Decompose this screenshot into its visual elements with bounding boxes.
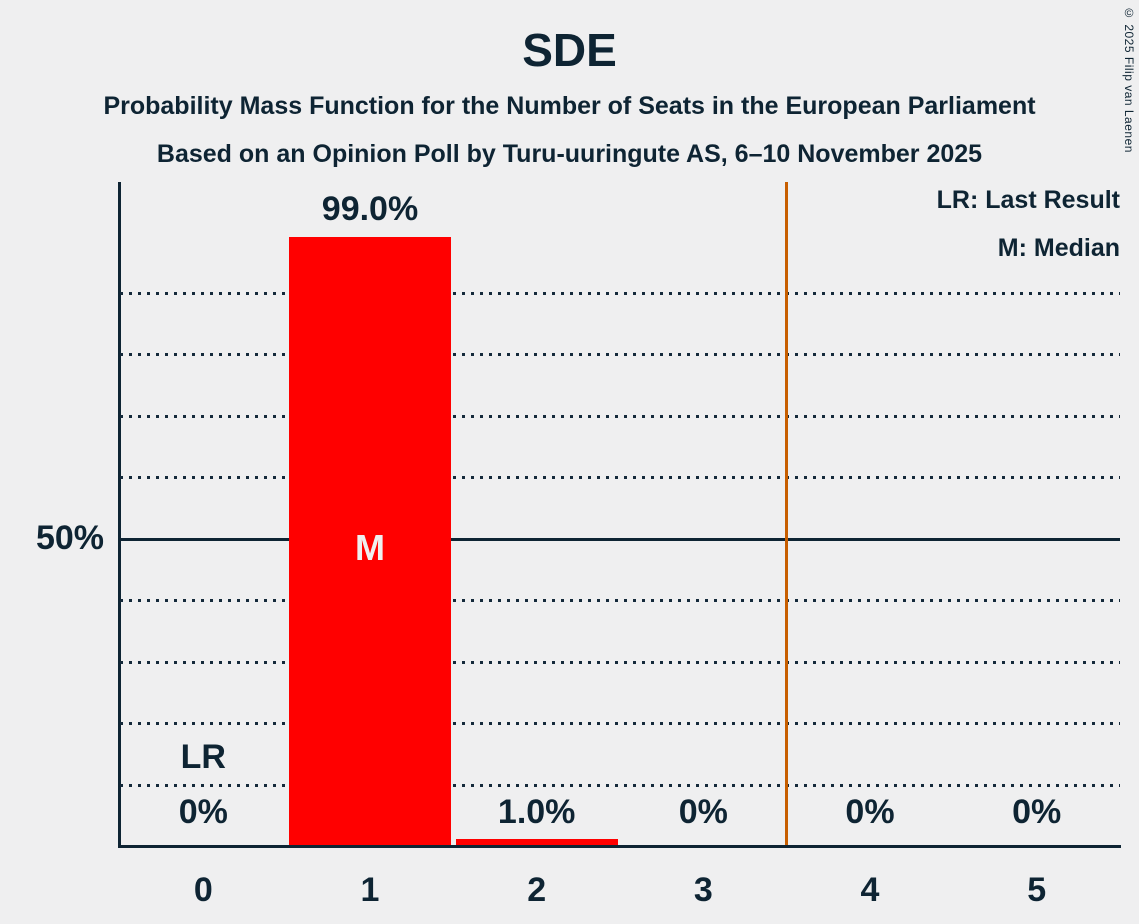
- y-axis-tick-label: 50%: [35, 519, 104, 557]
- x-axis-line: [118, 845, 1121, 848]
- y-axis-line: [118, 182, 121, 848]
- gridline-dotted-40pct: [120, 599, 1120, 603]
- bar-value-label: 0%: [678, 793, 728, 831]
- x-tick-label-5: 5: [1027, 871, 1047, 909]
- gridline-dotted-70pct: [120, 414, 1120, 418]
- x-tick-label-4: 4: [860, 871, 880, 909]
- gridline-dotted-90pct: [120, 291, 1120, 295]
- chart-subtitle-line2: Based on an Opinion Poll by Turu-uuringu…: [156, 140, 983, 168]
- bar-seats-1: [289, 236, 451, 845]
- gridline-solid-50pct: [120, 537, 1120, 541]
- chart-title: SDE: [522, 24, 617, 76]
- legend-median: M: Median: [997, 234, 1120, 262]
- bar-value-label: 0%: [1012, 793, 1062, 831]
- x-tick-label-2: 2: [527, 871, 547, 909]
- bar-value-label: 1.0%: [497, 793, 576, 831]
- bar-value-label: 99.0%: [321, 189, 419, 228]
- legend-last-result: LR: Last Result: [936, 186, 1120, 214]
- x-tick-label-1: 1: [360, 871, 380, 909]
- median-marker: M: [355, 527, 385, 568]
- gridline-dotted-30pct: [120, 660, 1120, 664]
- x-tick-label-3: 3: [693, 871, 713, 909]
- gridline-dotted-10pct: [120, 783, 1120, 787]
- bar-value-label: 0%: [178, 793, 228, 831]
- copyright-notice: © 2025 Filip van Laenen: [1122, 6, 1136, 153]
- bar-seats-2: [455, 838, 618, 845]
- gridline-dotted-20pct: [120, 722, 1120, 726]
- plot-area: 0% 99.0% 1.0% 0% 0% 0% LR M 0 1 2 3 4 5: [118, 182, 1121, 909]
- gridline-dotted-80pct: [120, 353, 1120, 357]
- chart-subtitle-line1: Probability Mass Function for the Number…: [103, 92, 1036, 120]
- threshold-line: [785, 182, 789, 845]
- bar-value-label: 0%: [845, 793, 895, 831]
- x-tick-label-0: 0: [193, 871, 213, 909]
- last-result-marker: LR: [180, 738, 226, 776]
- gridline-dotted-60pct: [120, 476, 1120, 480]
